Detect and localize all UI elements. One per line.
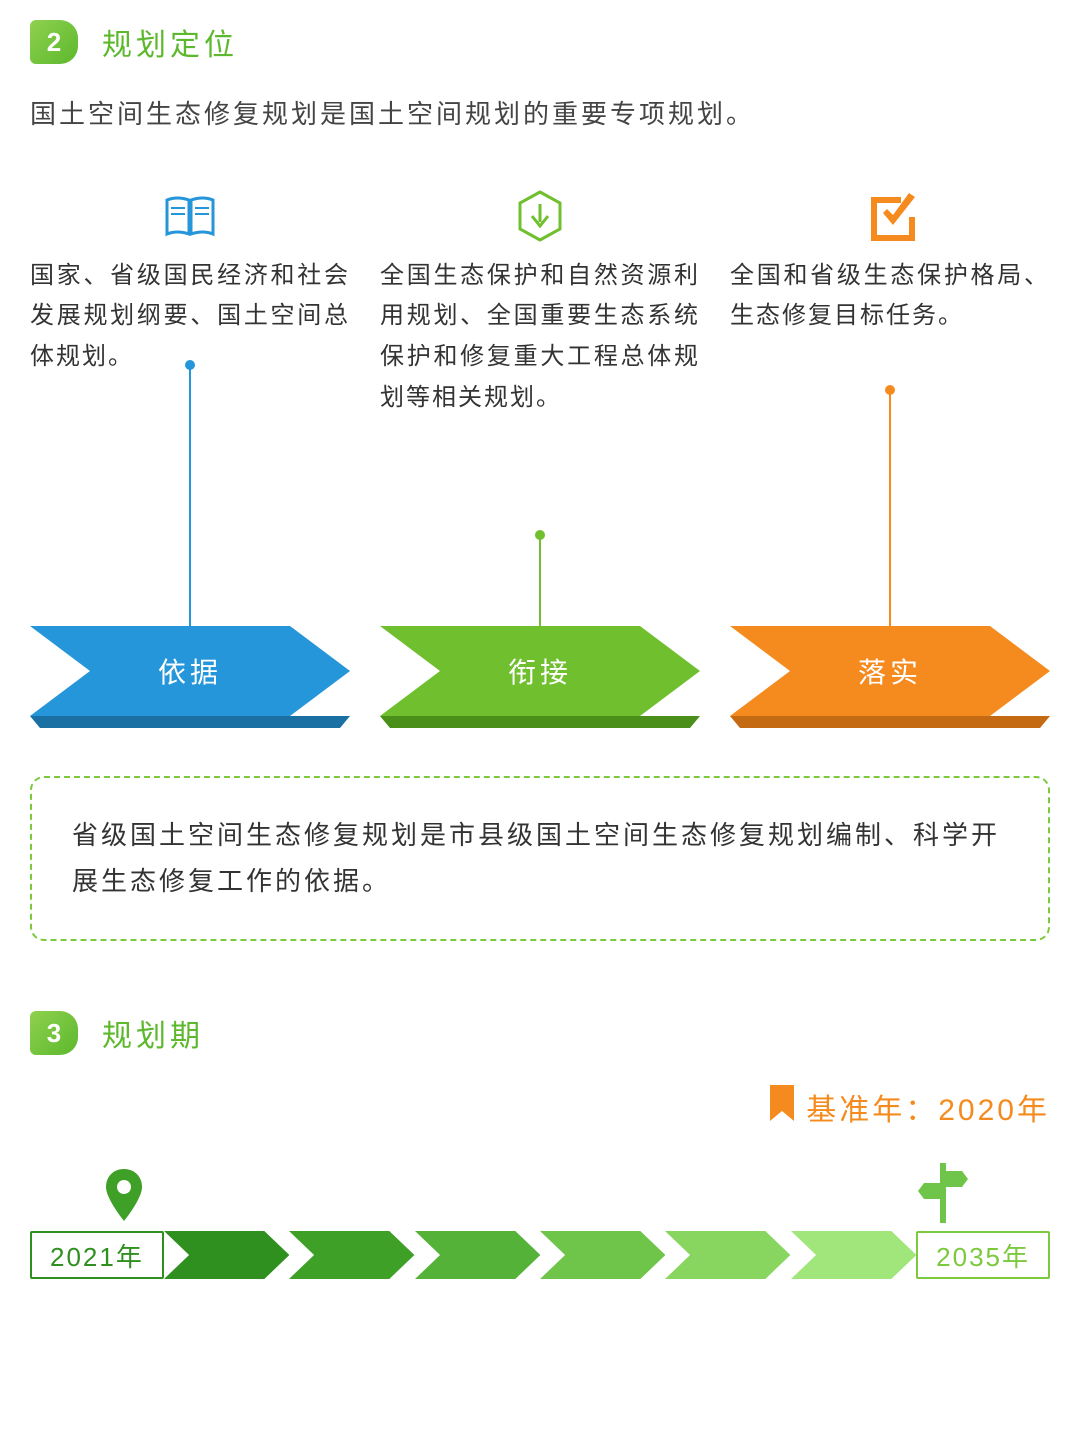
column-2: 全国和省级生态保护格局、生态修复目标任务。 (730, 186, 1050, 626)
section2-header: 2 规划定位 (30, 20, 1050, 64)
signpost-icon (918, 1163, 968, 1228)
section3-header: 3 规划期 (30, 1011, 1050, 1055)
arrow-label-1: 衔接 (380, 626, 700, 716)
timeline-chevron-4 (665, 1231, 790, 1279)
column-text-2: 全国和省级生态保护格局、生态修复目标任务。 (730, 256, 1050, 338)
timeline-chevron-0 (164, 1231, 289, 1279)
arrow-label-0: 依据 (30, 626, 350, 716)
arrow-label-2: 落实 (730, 626, 1050, 716)
timeline-chevron-3 (540, 1231, 665, 1279)
location-pin-icon (104, 1169, 144, 1228)
arrow-1: 衔接 (380, 626, 700, 716)
timeline-start: 2021年 (30, 1231, 164, 1279)
baseline-row: 基准年：2020年 (30, 1085, 1050, 1129)
note-box: 省级国土空间生态修复规划是市县级国土空间生态修复规划编制、科学开展生态修复工作的… (30, 776, 1050, 942)
bookmark-icon (768, 1085, 796, 1129)
arrow-0: 依据 (30, 626, 350, 716)
section2-intro: 国土空间生态修复规划是国土空间规划的重要专项规划。 (30, 94, 1050, 136)
column-text-1: 全国生态保护和自然资源利用规划、全国重要生态系统保护和修复重大工程总体规划等相关… (380, 256, 700, 419)
baseline-text: 基准年：2020年 (806, 1085, 1050, 1129)
section2-badge: 2 (30, 20, 78, 64)
timeline-chevron-5 (791, 1231, 916, 1279)
check-icon (865, 186, 915, 246)
timeline-chevron-1 (289, 1231, 414, 1279)
column-0: 国家、省级国民经济和社会发展规划纲要、国土空间总体规划。 (30, 186, 350, 626)
arrow-2: 落实 (730, 626, 1050, 716)
section2-title: 规划定位 (102, 20, 238, 64)
hex-down-icon (516, 186, 564, 246)
section3-badge: 3 (30, 1011, 78, 1055)
timeline-chevron-2 (415, 1231, 540, 1279)
timeline-end: 2035年 (916, 1231, 1050, 1279)
book-icon (163, 186, 217, 246)
columns-row: 国家、省级国民经济和社会发展规划纲要、国土空间总体规划。 全国生态保护和自然资源… (30, 186, 1050, 626)
column-1: 全国生态保护和自然资源利用规划、全国重要生态系统保护和修复重大工程总体规划等相关… (380, 186, 700, 626)
timeline: 2021年 2035年 (30, 1169, 1050, 1289)
timeline-chevrons (164, 1231, 916, 1279)
section3-title: 规划期 (102, 1011, 204, 1055)
arrows-row: 依据 衔接 落实 (30, 626, 1050, 716)
